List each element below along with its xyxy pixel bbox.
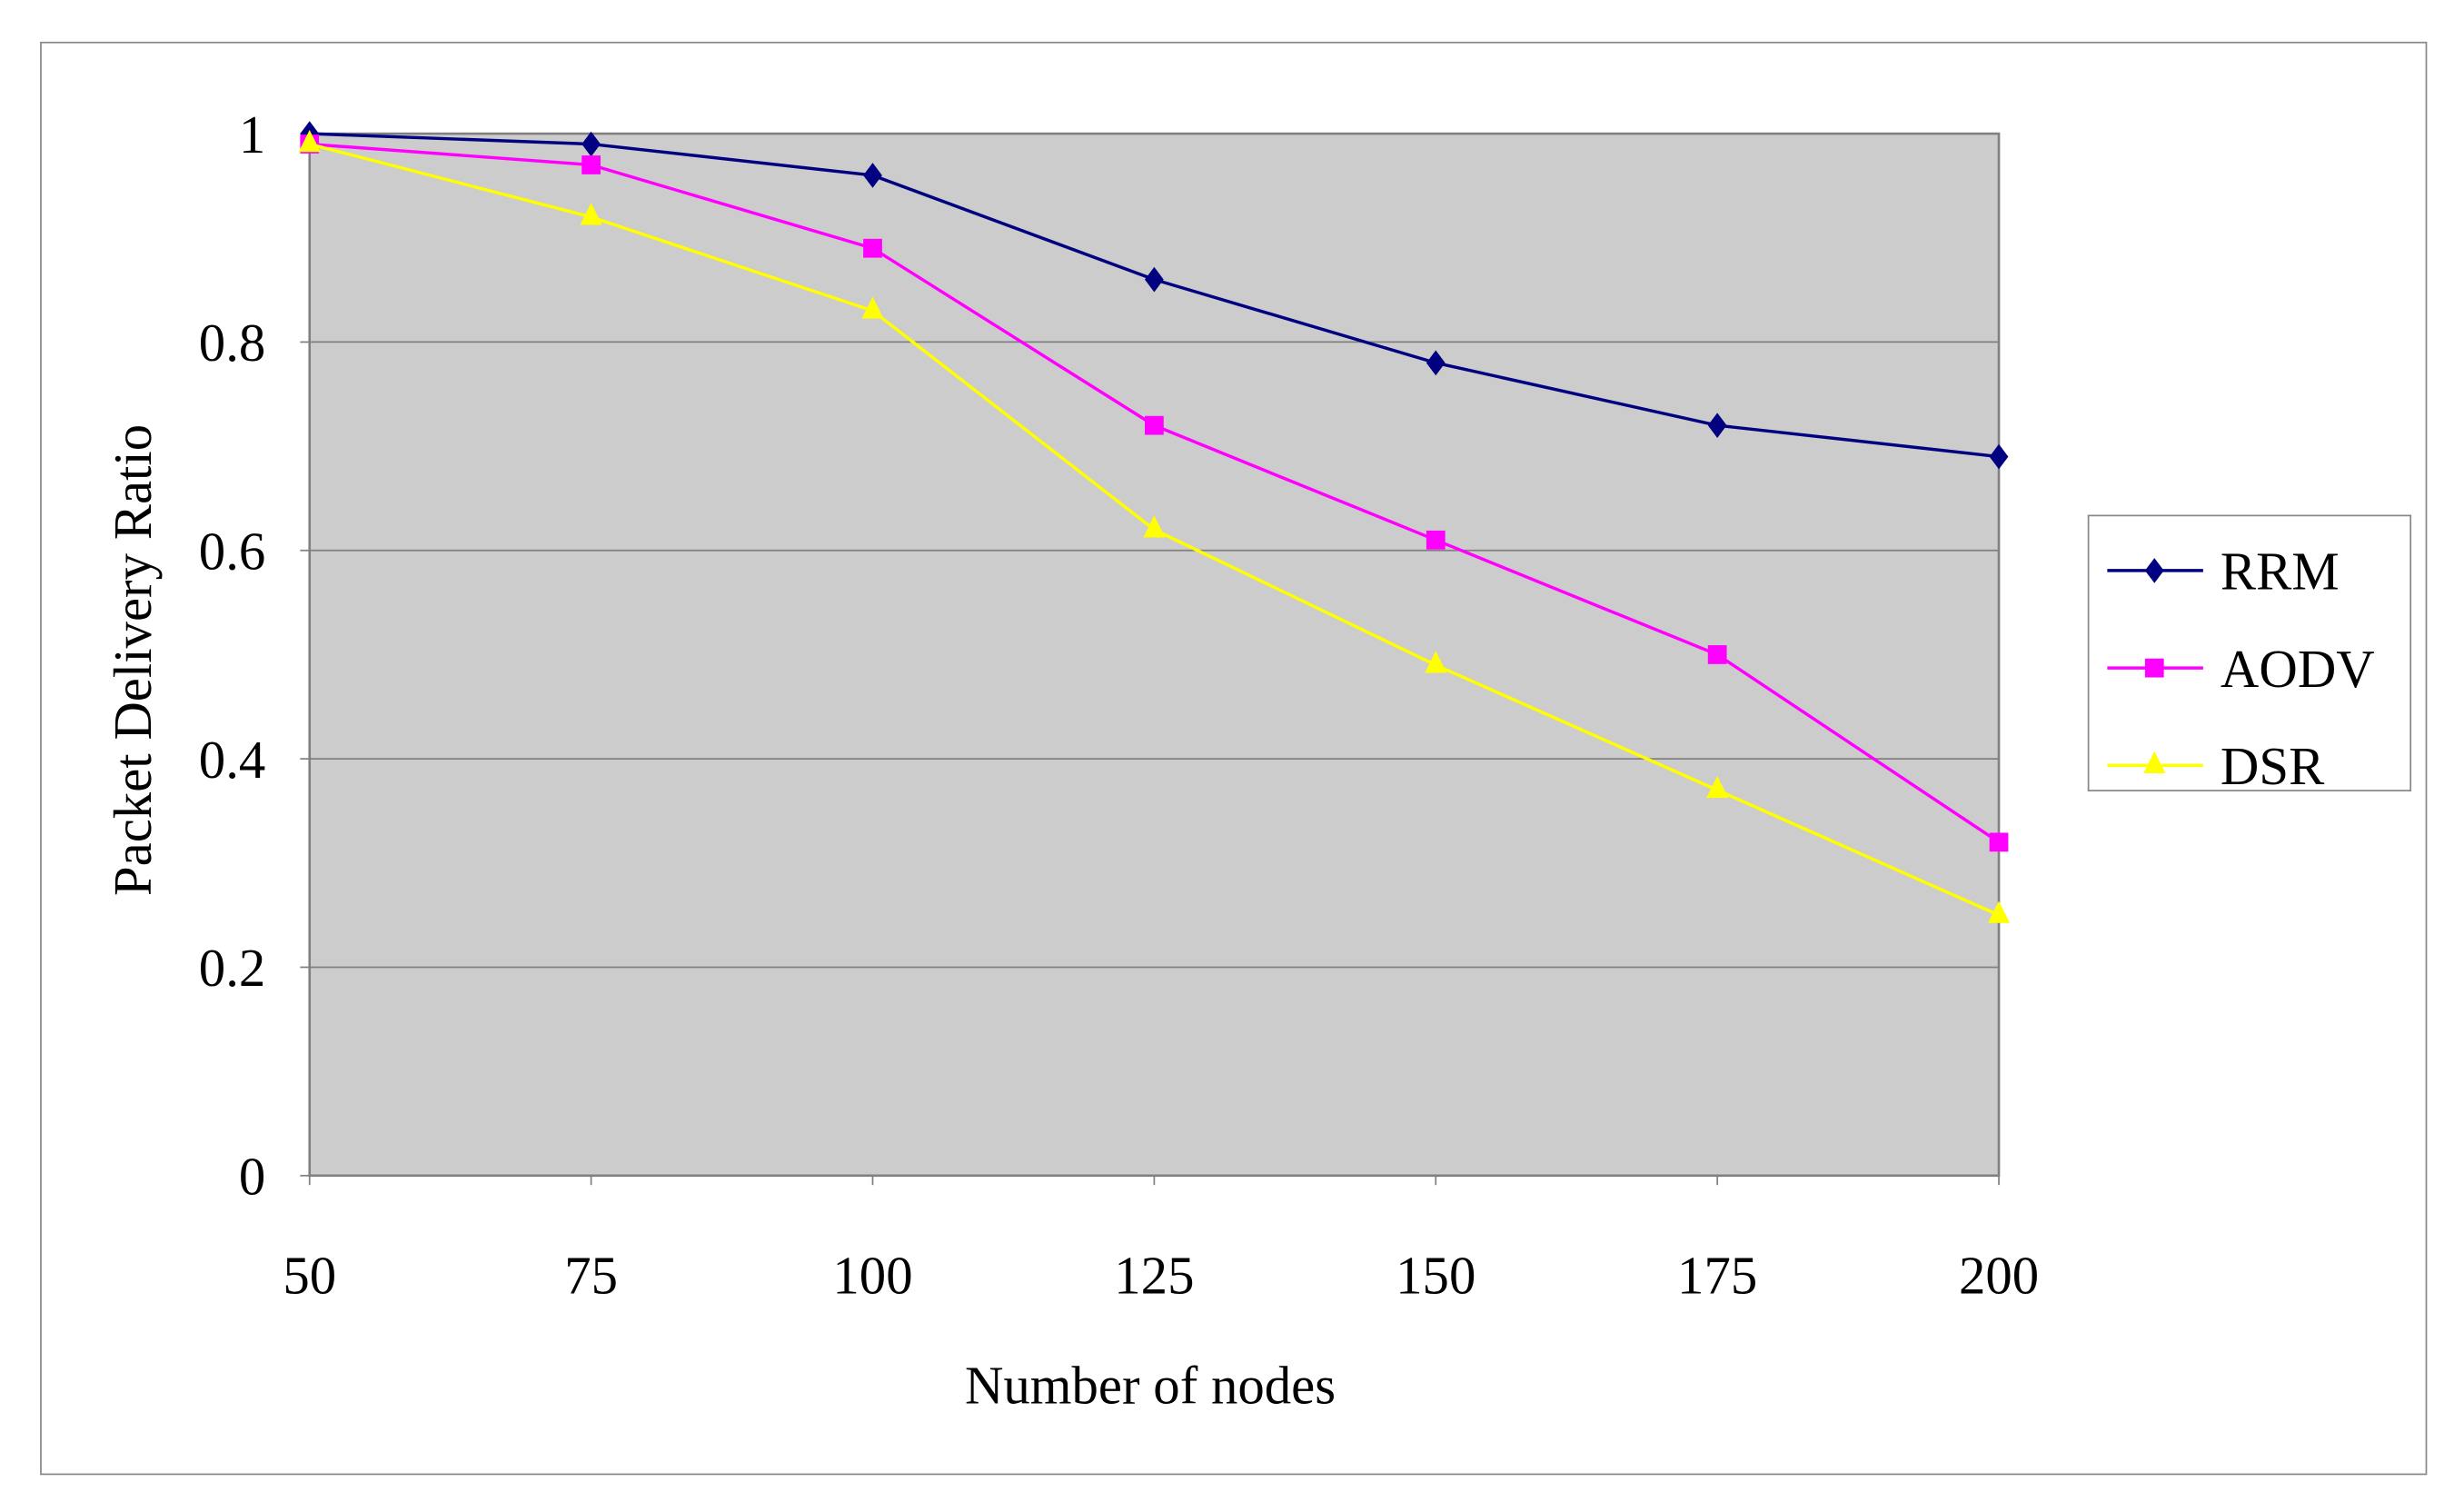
legend-label: RRM — [2221, 542, 2340, 602]
y-tick-label: 0.2 — [199, 939, 266, 998]
y-tick-label: 0 — [239, 1148, 265, 1207]
data-point — [863, 238, 882, 258]
x-tick-label: 150 — [1396, 1247, 1475, 1306]
series-dsr — [298, 129, 2011, 923]
data-point — [861, 296, 884, 319]
x-tick-label: 175 — [1677, 1247, 1757, 1306]
y-axis-label: Packet Delivery Ratio — [104, 424, 163, 896]
data-point — [1425, 651, 1447, 673]
x-tick-label: 100 — [832, 1247, 912, 1306]
y-tick-label: 0.8 — [199, 313, 266, 373]
y-tick-label: 1 — [239, 105, 265, 164]
data-point — [1145, 415, 1164, 435]
y-tick-label: 0.4 — [199, 731, 266, 790]
legend: RRM AODV DSR — [2087, 514, 2412, 796]
x-tick-label: 50 — [283, 1247, 336, 1306]
data-point — [1426, 530, 1446, 550]
legend-square-icon — [2144, 658, 2164, 678]
data-point — [1989, 832, 2009, 852]
x-axis-label: Number of nodes — [965, 1357, 1336, 1416]
y-tick-label: 0.6 — [199, 522, 266, 582]
data-point — [581, 155, 601, 174]
data-point — [1987, 900, 2011, 923]
legend-label: DSR — [2221, 737, 2325, 796]
data-point — [580, 203, 602, 225]
x-tick-label: 125 — [1114, 1247, 1194, 1306]
x-tick-label: 200 — [1959, 1247, 2039, 1306]
x-tick-label: 75 — [564, 1247, 618, 1306]
legend-box — [2087, 514, 2412, 791]
data-point — [1426, 350, 1446, 376]
data-point — [298, 129, 321, 153]
data-point — [1143, 515, 1166, 538]
legend-label: AODV — [2221, 640, 2375, 699]
legend-triangle-icon — [2143, 751, 2166, 774]
data-point — [1706, 775, 1729, 799]
data-point — [1707, 645, 1727, 664]
